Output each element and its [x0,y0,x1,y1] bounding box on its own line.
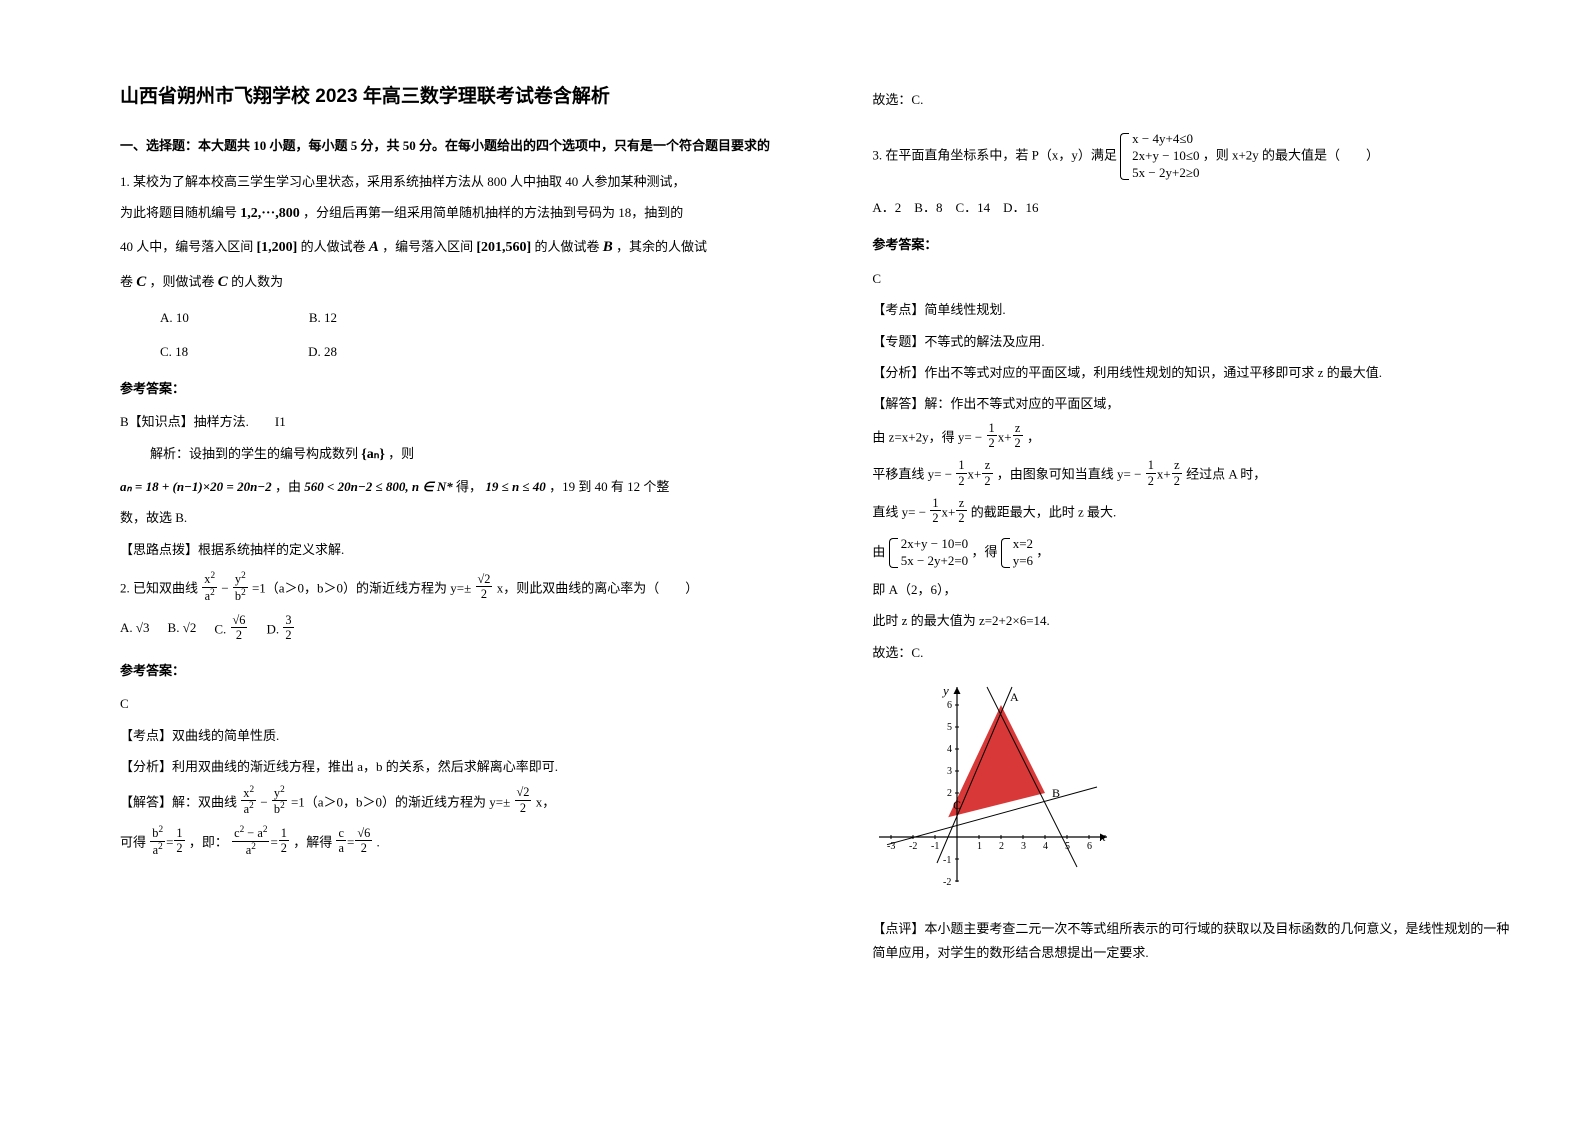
solution-xy: x=2 y=6 [1001,536,1033,570]
q3-kp: 【考点】简单线性规划. [872,298,1517,321]
q2-derive: 可得 b2a2=12 ，即： c2 − a2a2=12 ，解得 ca=√62 . [120,827,832,860]
q2-answer: C [120,692,832,715]
q3-options: A．2 B．8 C．14 D．16 [872,196,1517,219]
math-number-list: 1,2,···,800 [240,206,300,221]
q2-text: 2. 已知双曲线 x2a2 − y2b2 =1（a＞0，b＞0）的渐近线方程为 … [120,573,832,606]
svg-text:6: 6 [947,700,952,711]
svg-text:-2: -2 [943,877,951,888]
q1-options-row-1: A. 10 B. 12 [160,306,832,329]
q1-option-d: D. 28 [308,340,337,363]
interval-1: [1,200] [257,240,298,255]
q2-analysis: 【分析】利用双曲线的渐近线方程，推出 a，b 的关系，然后求解离心率即可. [120,755,832,778]
svg-text:-2: -2 [909,841,917,852]
paper-a: A [369,239,379,255]
label-a: A [1010,690,1019,704]
q1-line4: 卷 C ，则做试卷 C 的人数为 [120,269,832,296]
paper-b: B [603,239,613,255]
question-3: 3. 在平面直角坐标系中，若 P（x，y）满足 x − 4y+4≤0 2x+y … [872,131,1517,182]
svg-text:-1: -1 [931,841,939,852]
q2-option-b: B. √2 [168,616,197,645]
svg-text:4: 4 [1043,841,1048,852]
svg-text:2: 2 [947,788,952,799]
label-c: C [953,798,961,812]
q3-zx: 由 z=x+2y，得 y= − 12x+z2 ， [872,424,1517,453]
pick-c-2: 故选：C. [872,641,1517,664]
q1-option-c: C. 18 [160,340,188,363]
q2-option-a: A. √3 [120,616,150,645]
frac-sqrt2-2: √22 [476,573,493,602]
svg-text:5: 5 [1065,841,1070,852]
q3-by: 由 2x+y − 10=0 5x − 2y+2=0 ，得 x=2 y=6 ， [872,536,1517,570]
q2-option-c: C. √62 [214,616,248,645]
q1-options-row-2: C. 18 D. 28 [160,340,832,363]
q2-kp: 【考点】双曲线的简单性质. [120,724,832,747]
q1-line1: 1. 某校为了解本校高三学生学习心里状态，采用系统抽样方法从 800 人中抽取 … [120,170,832,193]
y-axis-label: y [941,683,949,698]
section-1-header: 一、选择题：本大题共 10 小题，每小题 5 分，共 50 分。在每小题给出的四… [120,134,832,157]
q3-answer: C [872,267,1517,290]
q2-options: A. √3 B. √2 C. √62 D. 32 [120,616,832,645]
q3-point-a: 即 A（2，6）， [872,578,1517,601]
paper-c-1: C [136,274,146,290]
q3-solve-intro: 【解答】解：作出不等式对应的平面区域， [872,392,1517,415]
question-1: 1. 某校为了解本校高三学生学习心里状态，采用系统抽样方法从 800 人中抽取 … [120,170,832,363]
q3-answer-label: 参考答案： [872,233,1517,256]
pick-c-1: 故选：C. [872,88,1517,111]
interval-2: [201,560] [476,240,531,255]
constraint-system: x − 4y+4≤0 2x+y − 10≤0 5x − 2y+2≥0 [1120,131,1199,182]
svg-text:2: 2 [999,841,1004,852]
q3-analysis: 【分析】作出不等式对应的平面区域，利用线性规划的知识，通过平移即可求 z 的最大… [872,361,1517,384]
svg-text:3: 3 [947,766,952,777]
paper-c-2: C [218,274,228,290]
q1-sol-tail: 数，故选 B. [120,506,832,529]
document-title: 山西省朔州市飞翔学校 2023 年高三数学理联考试卷含解析 [120,80,832,114]
q1-answer-label: 参考答案： [120,377,832,400]
svg-text:6: 6 [1087,841,1092,852]
q1-formula: aₙ = 18 + (n−1)×20 = 20n−2 ，由 560 < 20n−… [120,475,832,498]
q3-line: 直线 y= − 12x+z2 的截距最大，此时 z 最大. [872,499,1517,528]
right-column: 故选：C. 3. 在平面直角坐标系中，若 P（x，y）满足 x − 4y+4≤0… [852,80,1537,1082]
x-axis-label: x [1099,829,1106,844]
q3-topic: 【专题】不等式的解法及应用. [872,330,1517,353]
frac-x2-a2: x2a2 [202,571,217,604]
q1-answer: B【知识点】抽样方法. I1 [120,410,832,433]
sequence-notation: {aₙ} [361,447,385,462]
svg-text:1: 1 [977,841,982,852]
q1-line2: 为此将题目随机编号 1,2,···,800 ，分组后再第一组采用简单随机抽样的方… [120,201,832,226]
q3-comment: 【点评】本小题主要考查二元一次不等式组所表示的可行域的获取以及目标函数的几何意义… [872,917,1517,964]
svg-text:3: 3 [1021,841,1026,852]
q1-thought: 【思路点拨】根据系统抽样的定义求解. [120,538,832,561]
solve-system: 2x+y − 10=0 5x − 2y+2=0 [889,536,969,570]
q2-solve: 【解答】解：双曲线 x2a2 − y2b2 =1（a＞0，b＞0）的渐近线方程为… [120,787,832,820]
q1-option-b: B. 12 [309,306,337,329]
q3-zmax: 此时 z 的最大值为 z=2+2×6=14. [872,609,1517,632]
svg-text:5: 5 [947,722,952,733]
q2-answer-label: 参考答案： [120,659,832,682]
svg-text:4: 4 [947,744,952,755]
feasible-region [949,705,1046,817]
question-2: 2. 已知双曲线 x2a2 − y2b2 =1（a＞0，b＞0）的渐近线方程为 … [120,573,832,645]
frac-y2-b2: y2b2 [233,571,248,604]
q2-option-d: D. 32 [266,616,294,645]
q1-solution-intro: 解析：设抽到的学生的编号构成数列 {aₙ} ，则 [150,442,832,467]
q1-option-a: A. 10 [160,306,189,329]
svg-text:-1: -1 [943,855,951,866]
left-column: 山西省朔州市飞翔学校 2023 年高三数学理联考试卷含解析 一、选择题：本大题共… [100,80,852,1082]
label-b: B [1052,786,1060,800]
feasible-region-chart: -3 -2 -1 1 2 3 4 5 6 2 3 4 5 6 -1 -2 [872,682,1132,892]
q1-line3: 40 人中，编号落入区间 [1,200] 的人做试卷 A ，编号落入区间 [20… [120,234,832,261]
q3-shift: 平移直线 y= − 12x+z2 ，由图象可知当直线 y= − 12x+z2 经… [872,461,1517,490]
